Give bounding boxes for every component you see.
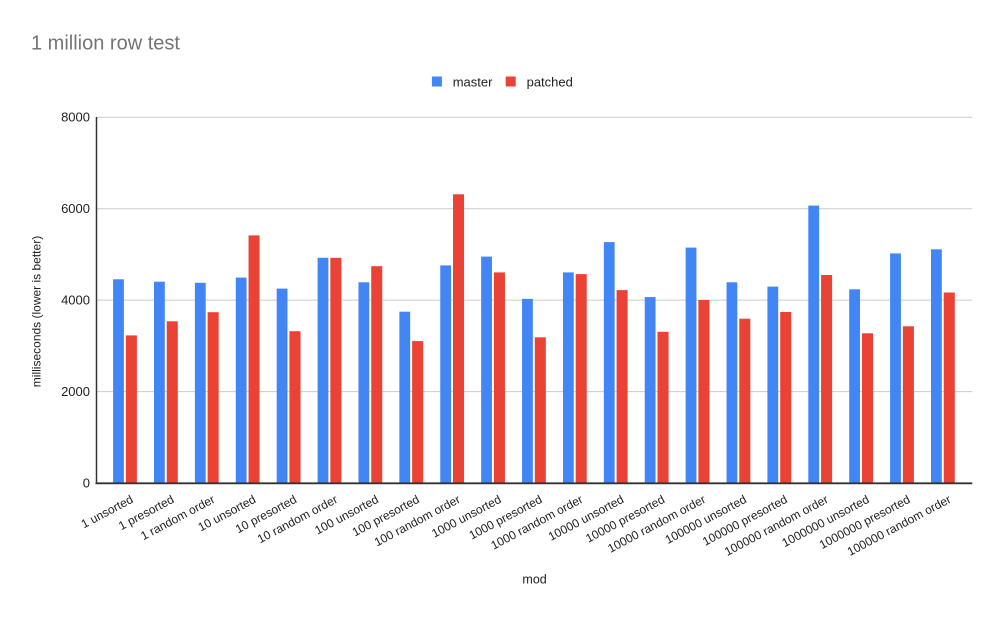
svg-text:0: 0: [83, 476, 90, 491]
svg-text:mod: mod: [522, 573, 546, 587]
svg-text:6000: 6000: [61, 201, 90, 216]
svg-text:1 million row test: 1 million row test: [31, 33, 180, 55]
svg-text:2000: 2000: [61, 384, 90, 399]
svg-text:master: master: [453, 74, 493, 89]
svg-text:8000: 8000: [61, 110, 90, 125]
svg-text:4000: 4000: [61, 293, 90, 308]
svg-text:milliseconds (lower is better): milliseconds (lower is better): [29, 236, 43, 387]
svg-text:patched: patched: [527, 74, 573, 89]
